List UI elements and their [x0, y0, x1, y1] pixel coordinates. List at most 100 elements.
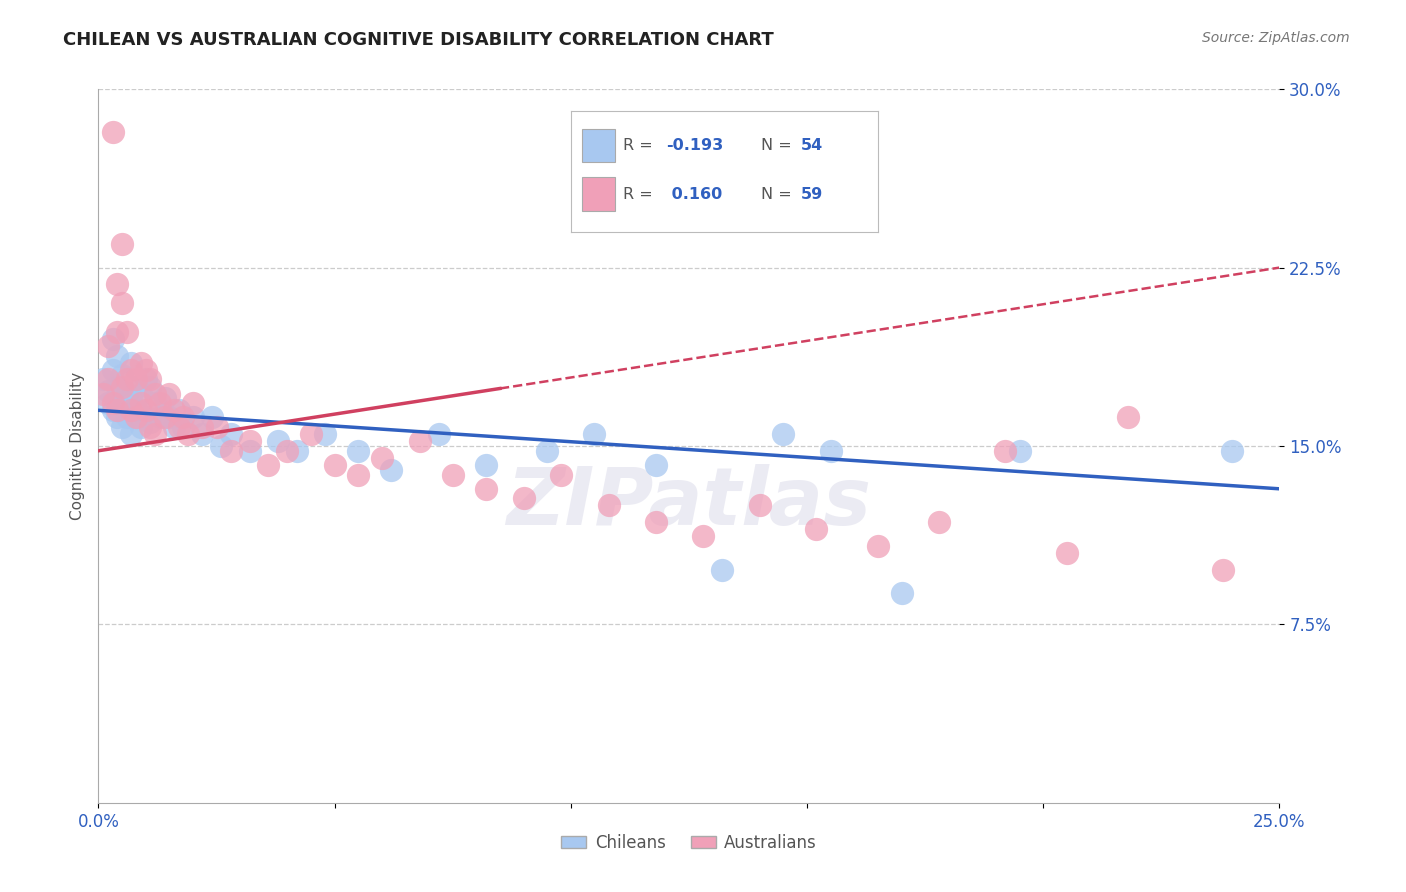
Point	[135, 410, 157, 425]
Point	[347, 443, 370, 458]
Point	[209, 439, 232, 453]
Point	[153, 410, 176, 425]
Point	[994, 443, 1017, 458]
Point	[285, 443, 308, 458]
Point	[1212, 563, 1234, 577]
Point	[135, 363, 157, 377]
Point	[129, 420, 152, 434]
Point	[267, 434, 290, 449]
Point	[115, 410, 138, 425]
Point	[181, 410, 204, 425]
Point	[181, 396, 204, 410]
Point	[711, 563, 734, 577]
Point	[125, 372, 148, 386]
Point	[299, 427, 322, 442]
Point	[441, 467, 464, 482]
Point	[153, 392, 176, 406]
Point	[257, 458, 280, 472]
Point	[890, 586, 912, 600]
Point	[121, 363, 143, 377]
Point	[101, 125, 124, 139]
Point	[143, 427, 166, 442]
Text: CHILEAN VS AUSTRALIAN COGNITIVE DISABILITY CORRELATION CHART: CHILEAN VS AUSTRALIAN COGNITIVE DISABILI…	[63, 31, 775, 49]
Point	[806, 522, 828, 536]
Point	[115, 372, 138, 386]
Point	[380, 463, 402, 477]
Point	[91, 386, 114, 401]
Point	[172, 420, 194, 434]
Point	[97, 372, 120, 386]
Point	[139, 420, 162, 434]
Legend: Chileans, Australians: Chileans, Australians	[554, 828, 824, 859]
Point	[143, 386, 166, 401]
Point	[111, 296, 134, 310]
Point	[135, 403, 157, 417]
Point	[129, 356, 152, 370]
Point	[101, 332, 124, 346]
Point	[167, 420, 190, 434]
Point	[177, 427, 200, 442]
Point	[157, 386, 180, 401]
Point	[550, 467, 572, 482]
Point	[536, 443, 558, 458]
Point	[1220, 443, 1243, 458]
Point	[111, 420, 134, 434]
Point	[928, 515, 950, 529]
Point	[105, 403, 128, 417]
Point	[97, 384, 120, 399]
Point	[239, 434, 262, 449]
Point	[111, 379, 134, 393]
Point	[101, 363, 124, 377]
Point	[129, 386, 152, 401]
Point	[139, 415, 162, 429]
Point	[105, 379, 128, 393]
Point	[820, 443, 842, 458]
Point	[598, 499, 620, 513]
Point	[121, 356, 143, 370]
Point	[644, 515, 666, 529]
Point	[314, 427, 336, 442]
Point	[91, 372, 114, 386]
Point	[276, 443, 298, 458]
Point	[219, 427, 242, 442]
Point	[101, 396, 124, 410]
Point	[121, 427, 143, 442]
Point	[644, 458, 666, 472]
Point	[139, 379, 162, 393]
Point	[125, 403, 148, 417]
Point	[149, 410, 172, 425]
Point	[323, 458, 346, 472]
Point	[163, 403, 186, 417]
Point	[115, 386, 138, 401]
Point	[121, 392, 143, 406]
Point	[748, 499, 770, 513]
Point	[167, 403, 190, 417]
Point	[139, 372, 162, 386]
Point	[115, 325, 138, 339]
Point	[172, 410, 194, 425]
Point	[105, 349, 128, 363]
Point	[408, 434, 430, 449]
Point	[105, 277, 128, 292]
Point	[125, 379, 148, 393]
Point	[97, 396, 120, 410]
Y-axis label: Cognitive Disability: Cognitive Disability	[69, 372, 84, 520]
Point	[191, 420, 214, 434]
Point	[111, 236, 134, 251]
Point	[427, 427, 450, 442]
Point	[111, 368, 134, 382]
Point	[475, 482, 498, 496]
Point	[219, 443, 242, 458]
Point	[135, 372, 157, 386]
Point	[97, 339, 120, 353]
Point	[191, 427, 214, 442]
Point	[105, 410, 128, 425]
Point	[866, 539, 889, 553]
Point	[121, 403, 143, 417]
Text: ZIPatlas: ZIPatlas	[506, 464, 872, 542]
Point	[143, 396, 166, 410]
Point	[163, 420, 186, 434]
Point	[371, 450, 394, 465]
Point	[201, 410, 224, 425]
Point	[1116, 410, 1139, 425]
